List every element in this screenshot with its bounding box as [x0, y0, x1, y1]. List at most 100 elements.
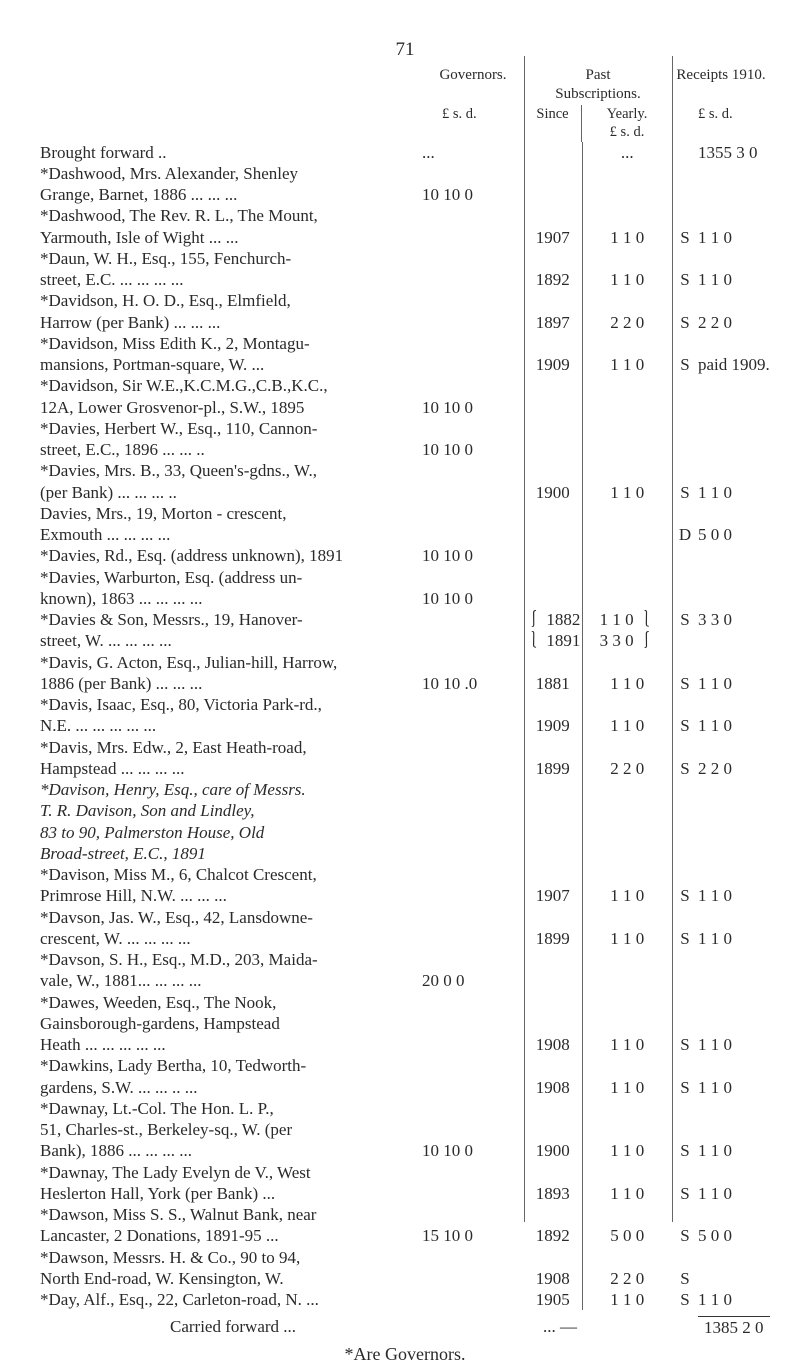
table-row: 12A, Lower Grosvenor-pl., S.W., 189510 1…	[40, 397, 770, 418]
yearly-amount	[582, 205, 672, 226]
sub-or-don-flag	[672, 843, 698, 864]
entry-description: Yarmouth, Isle of Wight ... ...	[40, 227, 422, 248]
governors-amount	[422, 1289, 524, 1310]
since-year	[524, 142, 582, 163]
entry-description: *Davies, Rd., Esq. (address unknown), 18…	[40, 545, 422, 566]
receipt-amount: 1 1 0	[698, 1140, 770, 1161]
receipt-amount	[698, 248, 770, 269]
since-year	[524, 949, 582, 970]
since-year: 1907	[524, 227, 582, 248]
entry-description: *Davies & Son, Messrs., 19, Hanover-	[40, 609, 422, 630]
table-row: *Davies, Mrs. B., 33, Queen's-gdns., W.,	[40, 460, 770, 481]
governors-amount	[422, 1077, 524, 1098]
receipt-amount	[698, 1119, 770, 1140]
yearly-amount: 1 1 0	[582, 673, 672, 694]
governors-amount	[422, 1204, 524, 1225]
since-year	[524, 567, 582, 588]
sub-or-don-flag	[672, 694, 698, 715]
subheader-yearly: Yearly.	[607, 106, 648, 122]
carried-total: 1385 2 0	[698, 1316, 770, 1338]
yearly-amount	[582, 694, 672, 715]
governors-amount	[422, 992, 524, 1013]
ledger-table: Brought forward ........1355 3 0*Dashwoo…	[40, 142, 770, 1311]
entry-description: North End-road, W. Kensington, W.	[40, 1268, 422, 1289]
sub-or-don-flag	[672, 630, 698, 651]
sub-or-don-flag: S	[672, 885, 698, 906]
yearly-amount: 1 1 0	[582, 1140, 672, 1161]
receipt-amount: 1 1 0	[698, 673, 770, 694]
entry-description: *Davis, Isaac, Esq., 80, Victoria Park-r…	[40, 694, 422, 715]
yearly-amount	[582, 737, 672, 758]
yearly-amount	[582, 1013, 672, 1034]
receipt-amount	[698, 205, 770, 226]
receipt-amount	[698, 418, 770, 439]
entry-description: *Dashwood, Mrs. Alexander, Shenley	[40, 163, 422, 184]
table-row: Grange, Barnet, 1886 ... ... ...10 10 0	[40, 184, 770, 205]
header-subscriptions: Subscriptions.	[555, 86, 640, 102]
table-row: street, E.C. ... ... ... ...18921 1 0S 1…	[40, 269, 770, 290]
receipt-amount: 2 2 0	[698, 758, 770, 779]
entry-description: *Dawson, Messrs. H. & Co., 90 to 94,	[40, 1247, 422, 1268]
entry-description: Primrose Hill, N.W. ... ... ...	[40, 885, 422, 906]
governors-amount	[422, 1119, 524, 1140]
governors-amount	[422, 354, 524, 375]
carried-mid: ... —	[422, 1316, 698, 1338]
receipt-amount: 1 1 0	[698, 482, 770, 503]
governors-amount	[422, 312, 524, 333]
entry-description: Lancaster, 2 Donations, 1891-95 ...	[40, 1225, 422, 1246]
sub-or-don-flag: S	[672, 482, 698, 503]
table-row: 51, Charles-st., Berkeley-sq., W. (per	[40, 1119, 770, 1140]
entry-description: T. R. Davison, Son and Lindley,	[40, 800, 422, 821]
table-row: *Davidson, Sir W.E.,K.C.M.G.,C.B.,K.C.,	[40, 375, 770, 396]
entry-description: vale, W., 1881... ... ... ...	[40, 970, 422, 991]
sub-or-don-flag	[672, 1162, 698, 1183]
yearly-amount: 2 2 0	[582, 312, 672, 333]
since-year	[524, 1119, 582, 1140]
receipt-amount: 5 0 0	[698, 524, 770, 545]
entry-description: *Davies, Mrs. B., 33, Queen's-gdns., W.,	[40, 460, 422, 481]
yearly-amount: 1 1 0	[582, 1183, 672, 1204]
entry-description: *Davson, Jas. W., Esq., 42, Lansdowne-	[40, 907, 422, 928]
receipt-amount: 1 1 0	[698, 1289, 770, 1310]
receipt-amount	[698, 949, 770, 970]
yearly-amount: ...	[582, 142, 672, 163]
sub-or-don-flag	[672, 460, 698, 481]
receipt-amount	[698, 588, 770, 609]
entry-description: *Davies, Warburton, Esq. (address un-	[40, 567, 422, 588]
yearly-amount: 2 2 0	[582, 1268, 672, 1289]
receipt-amount	[698, 1247, 770, 1268]
subheader-lsd-yr: £ s. d.	[610, 124, 645, 140]
table-row: Davies, Mrs., 19, Morton - crescent,	[40, 503, 770, 524]
subheader-since: Since	[524, 105, 582, 141]
table-row: street, E.C., 1896 ... ... ..10 10 0	[40, 439, 770, 460]
entry-description: *Davies, Herbert W., Esq., 110, Cannon-	[40, 418, 422, 439]
governors-amount	[422, 482, 524, 503]
since-year	[524, 1098, 582, 1119]
sub-or-don-flag	[672, 737, 698, 758]
receipt-amount	[698, 970, 770, 991]
governors-amount	[422, 227, 524, 248]
entry-description: *Davidson, Miss Edith K., 2, Montagu-	[40, 333, 422, 354]
yearly-amount: 1 1 0	[582, 715, 672, 736]
receipt-amount	[698, 630, 770, 651]
yearly-amount	[582, 822, 672, 843]
table-row: *Davis, Mrs. Edw., 2, East Heath-road,	[40, 737, 770, 758]
yearly-amount	[582, 864, 672, 885]
governors-amount	[422, 418, 524, 439]
yearly-amount	[582, 652, 672, 673]
governors-amount	[422, 864, 524, 885]
table-row: *Dawes, Weeden, Esq., The Nook,	[40, 992, 770, 1013]
yearly-amount	[582, 248, 672, 269]
yearly-amount	[582, 800, 672, 821]
table-row: *Dawnay, Lt.-Col. The Hon. L. P.,	[40, 1098, 770, 1119]
entry-description: *Davison, Henry, Esq., care of Messrs.	[40, 779, 422, 800]
entry-description: mansions, Portman-square, W. ...	[40, 354, 422, 375]
since-year	[524, 375, 582, 396]
table-row: *Dawkins, Lady Bertha, 10, Tedworth-	[40, 1055, 770, 1076]
governors-amount	[422, 928, 524, 949]
receipt-amount	[698, 1013, 770, 1034]
entry-description: 12A, Lower Grosvenor-pl., S.W., 1895	[40, 397, 422, 418]
subheader-lsd-gov: £ s. d.	[422, 105, 524, 141]
table-row: Heath ... ... ... ... ...19081 1 0S 1 1 …	[40, 1034, 770, 1055]
header-past: Past	[585, 67, 610, 83]
